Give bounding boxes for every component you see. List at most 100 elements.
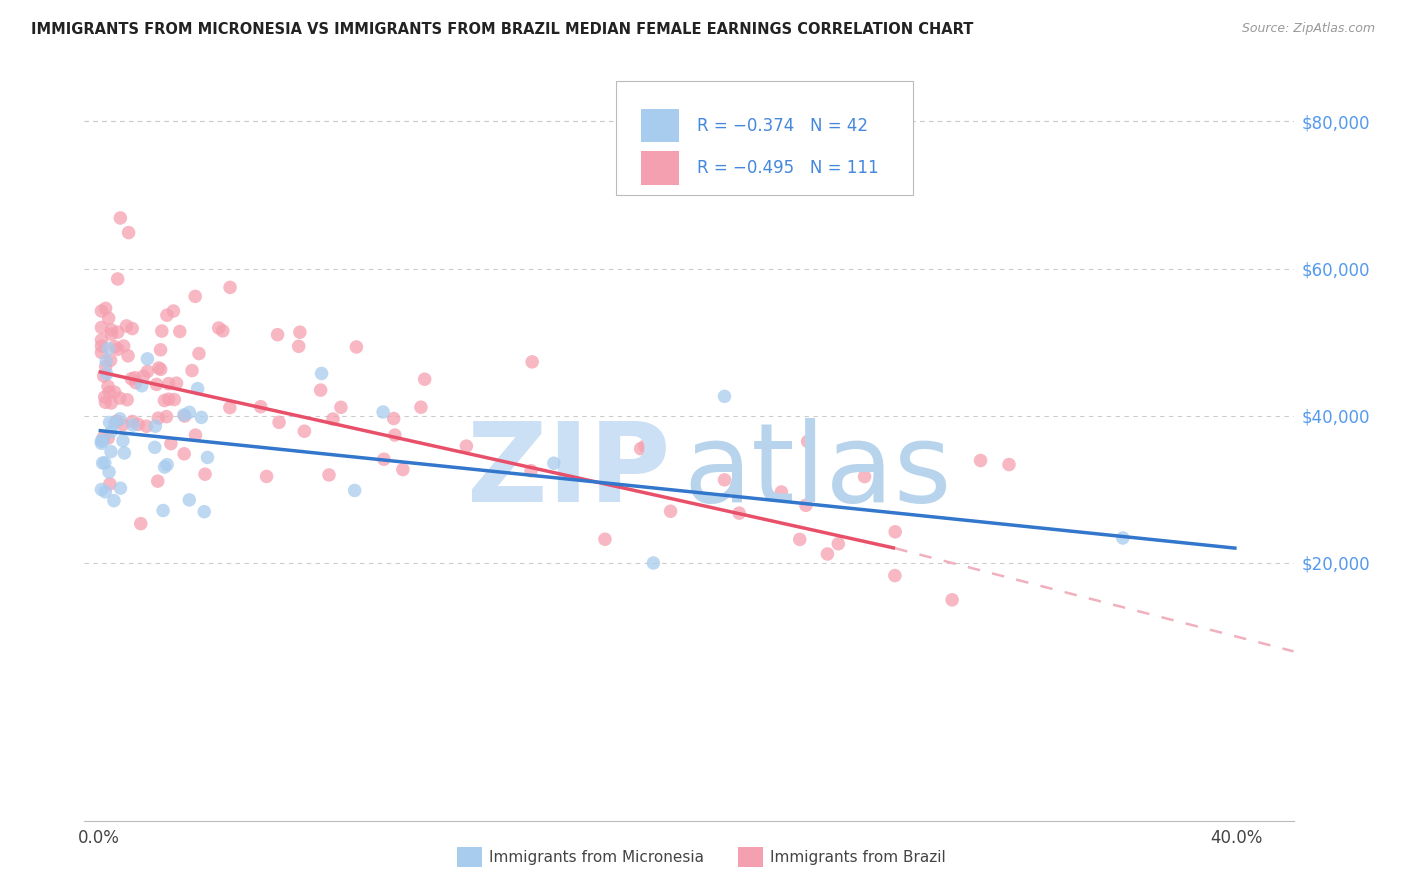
Point — [409, 400, 432, 414]
Point — [794, 499, 817, 513]
Point — [107, 342, 129, 356]
Point — [100, 323, 122, 337]
Bar — [641, 152, 679, 185]
Point — [120, 372, 142, 386]
Point — [770, 485, 793, 500]
Text: IMMIGRANTS FROM MICRONESIA VS IMMIGRANTS FROM BRAZIL MEDIAN FEMALE EARNINGS CORR: IMMIGRANTS FROM MICRONESIA VS IMMIGRANTS… — [31, 22, 973, 37]
Point — [163, 392, 186, 407]
Point — [520, 355, 543, 369]
Point — [90, 434, 112, 448]
Text: Immigrants from Micronesia: Immigrants from Micronesia — [489, 850, 704, 864]
Point — [309, 383, 332, 397]
Point — [659, 504, 682, 518]
Point — [155, 409, 177, 424]
Point — [181, 363, 204, 377]
Point — [97, 342, 120, 356]
Point — [94, 395, 117, 409]
Point — [634, 439, 657, 453]
Point — [136, 351, 159, 366]
Point — [256, 469, 278, 483]
Point — [157, 392, 180, 407]
Point — [344, 340, 367, 354]
Point — [98, 465, 121, 479]
Text: R = −0.374   N = 42: R = −0.374 N = 42 — [697, 117, 869, 135]
Point — [630, 442, 652, 456]
Point — [197, 450, 219, 465]
Point — [218, 401, 240, 415]
Point — [190, 410, 212, 425]
Point — [173, 447, 195, 461]
Point — [713, 389, 735, 403]
Point — [796, 434, 818, 449]
Point — [115, 392, 138, 407]
Point — [392, 462, 415, 476]
Point — [713, 473, 735, 487]
Point — [91, 431, 114, 445]
Point — [122, 417, 145, 432]
Point — [789, 533, 811, 547]
Point — [318, 467, 340, 482]
Point — [184, 289, 207, 303]
Point — [90, 345, 112, 359]
Point — [184, 428, 207, 442]
Point — [100, 396, 122, 410]
Point — [149, 343, 172, 357]
Point — [456, 439, 478, 453]
Point — [294, 424, 316, 438]
Point — [329, 401, 352, 415]
Point — [179, 492, 201, 507]
Point — [115, 318, 138, 333]
Point — [90, 483, 112, 497]
Point — [110, 211, 132, 225]
Point — [311, 367, 333, 381]
Point — [108, 412, 131, 426]
Point — [90, 320, 112, 334]
Point — [125, 376, 148, 390]
Point — [520, 464, 543, 478]
Point — [413, 372, 436, 386]
Point — [817, 547, 839, 561]
Point — [146, 474, 169, 488]
Point — [97, 311, 120, 326]
Point — [132, 369, 155, 384]
Point — [150, 324, 173, 338]
Point — [162, 304, 184, 318]
Point — [98, 384, 121, 399]
Point — [117, 226, 139, 240]
Point — [117, 349, 139, 363]
Point — [998, 458, 1021, 472]
Point — [382, 411, 405, 425]
Point — [91, 456, 114, 470]
Text: R = −0.495   N = 111: R = −0.495 N = 111 — [697, 159, 879, 177]
Point — [187, 382, 209, 396]
Point — [100, 353, 122, 368]
Point — [208, 321, 231, 335]
Point — [148, 411, 170, 425]
Point — [343, 483, 366, 498]
Point — [127, 417, 149, 432]
Point — [93, 369, 115, 384]
Point — [322, 412, 344, 426]
Point — [169, 325, 191, 339]
Point — [643, 556, 665, 570]
Point — [93, 390, 115, 404]
Point — [110, 481, 132, 495]
Text: Source: ZipAtlas.com: Source: ZipAtlas.com — [1241, 22, 1375, 36]
Point — [129, 516, 152, 531]
Point — [108, 391, 131, 405]
Point — [188, 346, 211, 360]
Point — [121, 321, 143, 335]
Point — [94, 301, 117, 316]
Point — [107, 272, 129, 286]
Point — [112, 446, 135, 460]
Point — [267, 415, 290, 429]
Point — [266, 327, 288, 342]
FancyBboxPatch shape — [616, 81, 912, 195]
Point — [90, 304, 112, 318]
Point — [121, 414, 143, 428]
Point — [103, 493, 125, 508]
Point — [153, 460, 176, 475]
Point — [166, 376, 188, 391]
Point — [853, 469, 876, 483]
Point — [111, 434, 134, 448]
